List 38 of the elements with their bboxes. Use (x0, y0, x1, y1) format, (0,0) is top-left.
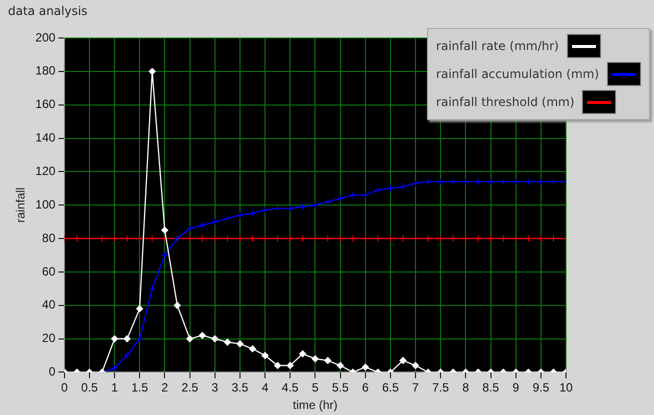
y-axis-title: rainfall (14, 187, 28, 223)
y-tick-label: 160 (35, 97, 56, 112)
legend-label: rainfall threshold (mm) (436, 95, 574, 109)
x-tick-label: 4.5 (282, 380, 299, 395)
y-tick-label: 60 (42, 264, 56, 278)
x-tick-label: 5 (312, 380, 319, 395)
x-tick-label: 0.5 (81, 380, 98, 395)
chart-title: data analysis (8, 4, 88, 18)
x-tick-label: 8.5 (482, 380, 500, 395)
y-tick-label: 100 (35, 197, 56, 212)
y-tick-label: 200 (35, 30, 56, 44)
legend-label: rainfall accumulation (mm) (436, 67, 599, 81)
y-tick-label: 20 (42, 331, 56, 346)
x-tick-label: 6.5 (382, 380, 400, 395)
x-tick-label: 3 (212, 380, 219, 395)
x-tick-label: 10 (559, 380, 573, 395)
x-tick-label: 8 (462, 380, 470, 395)
y-tick-label: 180 (35, 64, 56, 78)
x-tick-label: 7 (412, 380, 420, 395)
x-axis-title: time (hr) (292, 398, 338, 412)
y-tick-label: 40 (42, 298, 56, 312)
x-tick-label: 6 (362, 380, 370, 395)
x-tick-label: 9.5 (532, 380, 550, 395)
x-tick-label: 4 (262, 380, 269, 395)
x-tick-label: 2 (161, 380, 168, 395)
x-tick-label: 2.5 (181, 380, 198, 395)
x-tick-label: 9 (512, 380, 520, 395)
x-tick-label: 5.5 (332, 380, 349, 395)
legend-label: rainfall rate (mm/hr) (436, 39, 559, 53)
x-tick-label: 1.5 (131, 380, 148, 395)
y-tick-label: 120 (35, 164, 56, 178)
y-tick-label: 0 (48, 364, 56, 379)
x-tick-label: 7.5 (432, 380, 450, 395)
y-tick-label: 80 (42, 230, 56, 245)
x-tick-label: 0 (61, 380, 68, 395)
x-tick-label: 1 (111, 380, 118, 395)
x-tick-label: 3.5 (232, 380, 249, 395)
y-tick-label: 140 (35, 130, 56, 145)
